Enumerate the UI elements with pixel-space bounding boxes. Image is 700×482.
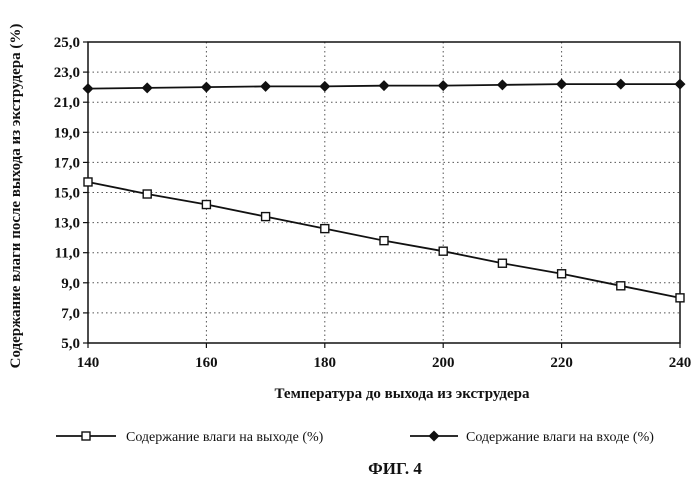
series-1 <box>83 79 685 93</box>
legend-label-0: Содержание влаги на выходе (%) <box>126 430 324 445</box>
series-0-point-8 <box>558 270 566 278</box>
y-tick-label-9: 23,0 <box>54 65 80 81</box>
x-tick-label-3: 200 <box>432 355 455 371</box>
y-axis-title: Содержание влаги после выхода из экструд… <box>8 24 24 369</box>
series-0-point-0 <box>84 178 92 186</box>
series-1-point-7 <box>498 80 508 90</box>
y-tick-label-6: 17,0 <box>54 155 80 171</box>
series-group <box>83 79 685 302</box>
series-0-point-7 <box>498 259 506 267</box>
series-1-point-8 <box>557 79 567 89</box>
legend-marker-0 <box>82 432 90 440</box>
series-1-point-5 <box>379 81 389 91</box>
y-tick-label-3: 11,0 <box>55 246 80 262</box>
series-0-point-9 <box>617 282 625 290</box>
y-tick-label-0: 5,0 <box>61 336 80 352</box>
series-1-point-3 <box>261 82 271 92</box>
series-1-point-0 <box>83 84 93 94</box>
y-axis-ticks: 5,0 7,0 9,0 11,0 13,0 15,0 17,0 19,0 21,0 23,0 25,… <box>54 35 88 352</box>
x-tick-label-1: 160 <box>195 355 218 371</box>
series-0-point-4 <box>321 225 329 233</box>
y-tick-label-8: 21,0 <box>54 95 80 111</box>
x-axis-ticks: 140 160 180 200 220 240 <box>77 343 692 371</box>
series-1-point-10 <box>675 79 685 89</box>
y-tick-label-4: 13,0 <box>54 216 80 232</box>
series-1-point-1 <box>142 83 152 93</box>
series-1-point-9 <box>616 79 626 89</box>
series-0-point-5 <box>380 237 388 245</box>
series-0-point-10 <box>676 294 684 302</box>
y-tick-label-7: 19,0 <box>54 125 80 141</box>
series-0-point-6 <box>439 247 447 255</box>
series-0-point-1 <box>143 190 151 198</box>
x-tick-label-4: 220 <box>550 355 573 371</box>
series-1-point-6 <box>438 81 448 91</box>
series-1-point-2 <box>202 82 212 92</box>
series-0-point-2 <box>202 201 210 209</box>
legend-entry-1: Содержание влаги на входе (%) <box>410 430 654 445</box>
y-tick-label-5: 15,0 <box>54 186 80 202</box>
series-0-point-3 <box>262 213 270 221</box>
figure-label: ФИГ. 4 <box>368 459 422 478</box>
x-tick-label-0: 140 <box>77 355 100 371</box>
x-tick-label-5: 240 <box>669 355 692 371</box>
legend: Содержание влаги на выходе (%) Содержание… <box>56 430 654 445</box>
y-tick-label-1: 7,0 <box>61 306 80 322</box>
y-tick-label-10: 25,0 <box>54 35 80 51</box>
x-axis-title: Температура до выхода из экструдера <box>275 386 530 402</box>
y-tick-label-2: 9,0 <box>61 276 80 292</box>
legend-entry-0: Содержание влаги на выходе (%) <box>56 430 324 445</box>
legend-marker-1 <box>429 431 439 441</box>
series-1-point-4 <box>320 82 330 92</box>
x-tick-label-2: 180 <box>314 355 337 371</box>
legend-label-1: Содержание влаги на входе (%) <box>466 430 654 445</box>
